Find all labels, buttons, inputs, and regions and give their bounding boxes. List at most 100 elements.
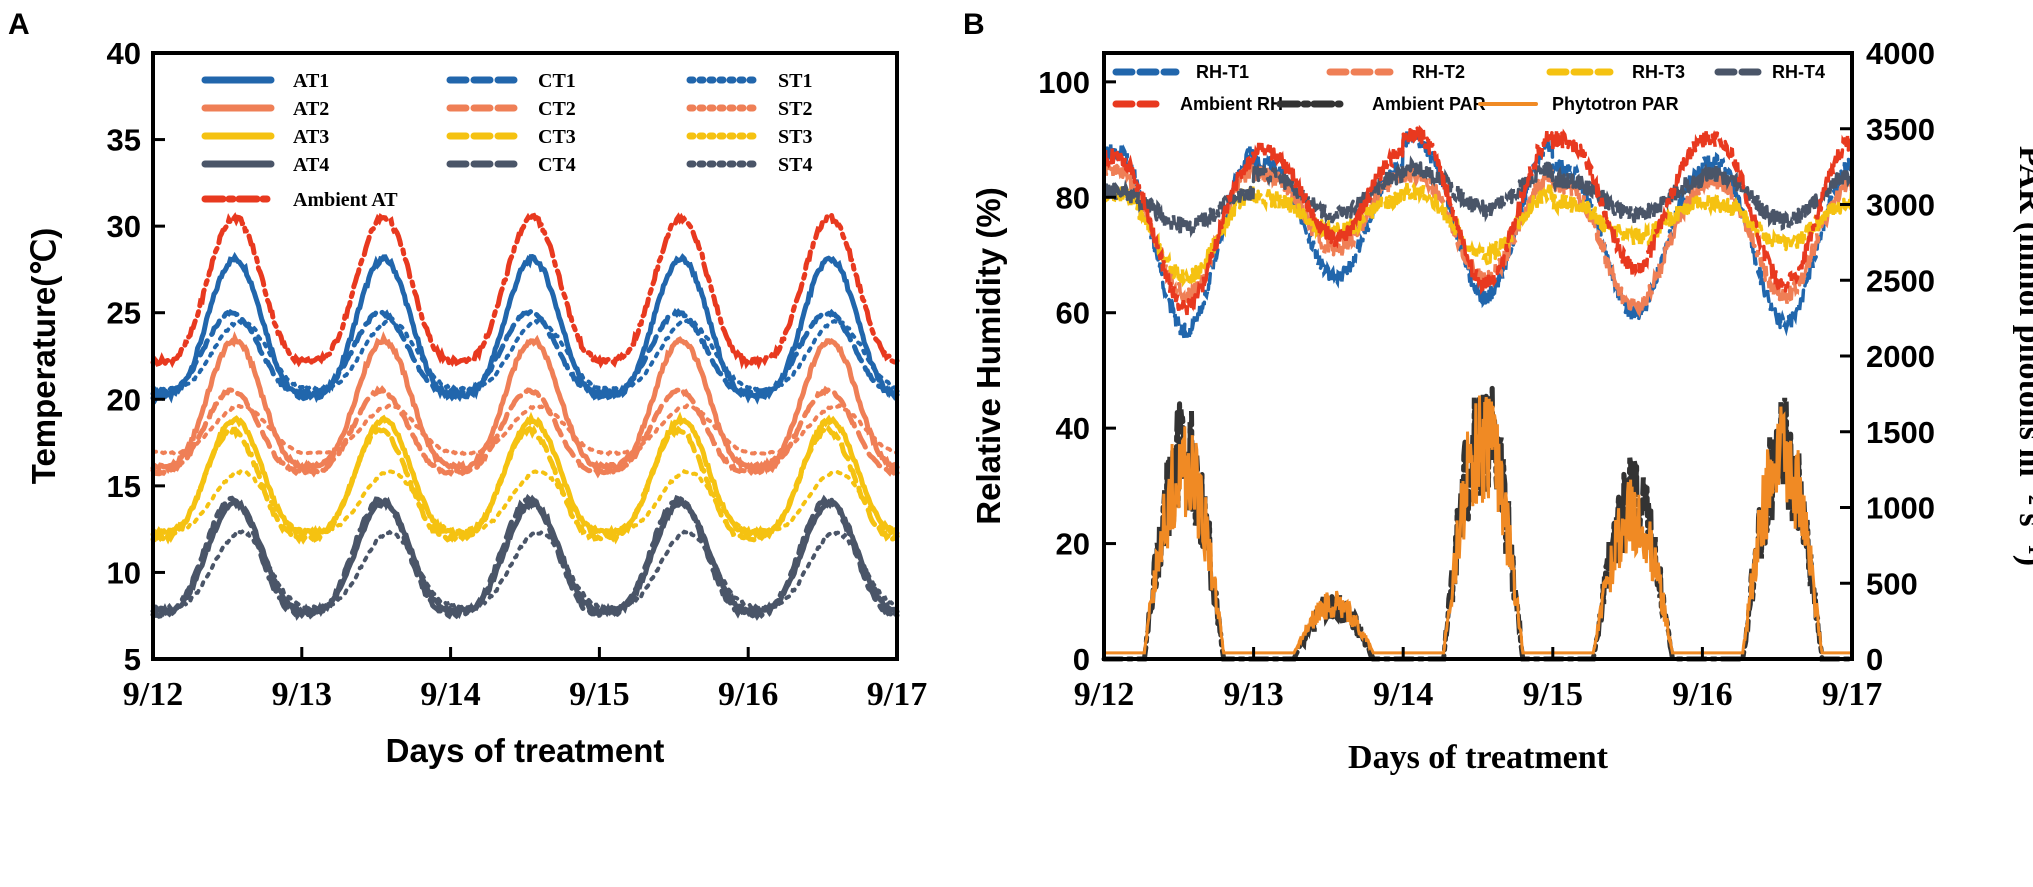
y-tick-label: 30 — [107, 209, 141, 244]
panel-b-y-ticks: 0 20 40 60 80 100 — [1038, 65, 1116, 677]
legend-item-st4: ST4 — [686, 154, 812, 176]
legend-label: CT3 — [538, 126, 576, 148]
y-tick-label: 25 — [107, 296, 141, 331]
panel-b-y2-ticks: 0 500 1000 1500 2000 2500 3000 3500 4000 — [1840, 36, 1935, 677]
x-tick-label: 9/16 — [718, 676, 778, 713]
x-tick-label: 9/13 — [1223, 676, 1283, 713]
legend-label: RH-T1 — [1196, 62, 1249, 82]
legend-label: RH-T4 — [1772, 62, 1825, 82]
y2-tick-label: 1000 — [1866, 491, 1935, 526]
legend-item-at1: AT1 — [201, 70, 329, 92]
legend-item-ambient-rh: Ambient RH — [1112, 94, 1283, 114]
x-tick-label: 9/16 — [1672, 676, 1732, 713]
panel-b-x-axis-label: Days of treatment — [1348, 739, 1609, 776]
legend-item-ct1: CT1 — [446, 70, 576, 92]
panel-a-series — [150, 212, 900, 621]
panel-a-x-axis-label: Days of treatment — [386, 732, 665, 769]
legend-label: RH-T2 — [1412, 62, 1465, 82]
series-line-st3 — [151, 468, 899, 535]
y-tick-label: 100 — [1038, 65, 1090, 100]
legend-item-ambient-at: Ambient AT — [201, 189, 398, 211]
y-tick-label: 35 — [107, 123, 141, 158]
y-tick-label: 60 — [1056, 296, 1090, 331]
legend-label: AT2 — [293, 98, 329, 120]
panel-b-y-axis-label: Relative Humidity (%) — [970, 187, 1007, 524]
series-line-ambient-rh — [1102, 124, 1854, 316]
legend-label: ST2 — [778, 98, 812, 120]
legend-item-rh-t2: RH-T2 — [1326, 62, 1465, 82]
legend-label: AT4 — [293, 154, 329, 176]
panel-b-y2-axis-label: PAR (mmol photons m⁻² s⁻¹) — [2012, 146, 2033, 566]
legend-label: Ambient AT — [293, 189, 398, 211]
series-line-ct3 — [150, 424, 900, 546]
legend-item-at2: AT2 — [201, 98, 329, 120]
legend-item-st3: ST3 — [686, 126, 812, 148]
legend-label: CT1 — [538, 70, 576, 92]
legend-label: CT2 — [538, 98, 576, 120]
legend-label: ST3 — [778, 126, 812, 148]
y2-tick-label: 500 — [1866, 566, 1918, 601]
legend-label: ST1 — [778, 70, 812, 92]
legend-item-st2: ST2 — [686, 98, 812, 120]
series-line-ct2 — [150, 385, 900, 479]
x-tick-label: 9/17 — [1822, 676, 1882, 713]
y2-tick-label: 3500 — [1866, 112, 1935, 147]
panel-a-plot-frame — [151, 51, 899, 661]
legend-label: Ambient RH — [1180, 94, 1283, 114]
series-line-ct1 — [150, 307, 900, 399]
panel-b-x-ticks: 9/12 9/13 9/14 9/15 9/16 9/17 — [1074, 647, 1882, 713]
series-line-st1 — [151, 316, 899, 394]
x-tick-label: 9/17 — [867, 676, 927, 713]
legend-label: CT4 — [538, 154, 576, 176]
legend-item-ct2: CT2 — [446, 98, 576, 120]
legend-label: AT3 — [293, 126, 329, 148]
x-tick-label: 9/14 — [1373, 676, 1433, 713]
y-tick-label: 20 — [107, 382, 141, 417]
legend-item-phytotron-par: Phytotron PAR — [1478, 94, 1679, 114]
legend-label: RH-T3 — [1632, 62, 1685, 82]
y-tick-label: 40 — [1056, 411, 1090, 446]
panel-a-x-ticks: 9/12 9/13 9/14 9/15 9/16 9/17 — [123, 647, 927, 713]
series-line-st2 — [151, 402, 899, 457]
y-tick-label: 5 — [124, 642, 141, 677]
series-line-phytotron-par — [1102, 395, 1854, 655]
series-line-rh-t1 — [1102, 129, 1854, 339]
y-tick-label: 20 — [1056, 527, 1090, 562]
panel-b: B 0 20 40 60 80 100 0 500 1000 1500 2000 2500 3000 3… — [963, 8, 2033, 776]
y2-tick-label: 0 — [1866, 642, 1883, 677]
x-tick-label: 9/13 — [272, 676, 332, 713]
y-tick-label: 15 — [107, 469, 141, 504]
y2-tick-label: 1500 — [1866, 415, 1935, 450]
legend-item-ambient-par: Ambient PAR — [1276, 94, 1486, 114]
legend-item-rh-t3: RH-T3 — [1546, 62, 1685, 82]
legend-label: ST4 — [778, 154, 812, 176]
y-tick-label: 40 — [107, 36, 141, 71]
series-line-st4 — [151, 528, 899, 612]
series-line-rh-t3 — [1102, 181, 1854, 288]
legend-item-at3: AT3 — [201, 126, 329, 148]
x-tick-label: 9/15 — [1523, 676, 1583, 713]
panel-a-legend: AT1 AT2 AT3 AT4 Ambient AT CT1 CT2 CT3 CT4 ST1 ST2… — [201, 70, 812, 211]
y2-tick-label: 2000 — [1866, 339, 1935, 374]
legend-item-ct3: CT3 — [446, 126, 576, 148]
x-tick-label: 9/15 — [569, 676, 629, 713]
y2-tick-label: 4000 — [1866, 36, 1935, 71]
panel-a-y-ticks: 5 10 15 20 25 30 35 40 — [107, 36, 165, 677]
panel-b-plot-frame — [1102, 51, 1854, 661]
legend-item-rh-t1: RH-T1 — [1112, 62, 1249, 82]
x-tick-label: 9/12 — [123, 676, 183, 713]
legend-item-ct4: CT4 — [446, 154, 576, 176]
panel-a-letter: A — [8, 8, 30, 41]
x-tick-label: 9/14 — [420, 676, 480, 713]
panel-b-series — [1101, 124, 1855, 662]
y-tick-label: 0 — [1073, 642, 1090, 677]
panel-b-letter: B — [963, 8, 985, 41]
legend-label: Phytotron PAR — [1552, 94, 1679, 114]
legend-label: AT1 — [293, 70, 329, 92]
panel-b-legend: RH-T1 RH-T2 RH-T3 RH-T4 Ambient RH Ambient PA… — [1112, 62, 1825, 114]
legend-item-st1: ST1 — [686, 70, 812, 92]
series-line-ambient-at — [150, 212, 900, 370]
y2-tick-label: 3000 — [1866, 188, 1935, 223]
